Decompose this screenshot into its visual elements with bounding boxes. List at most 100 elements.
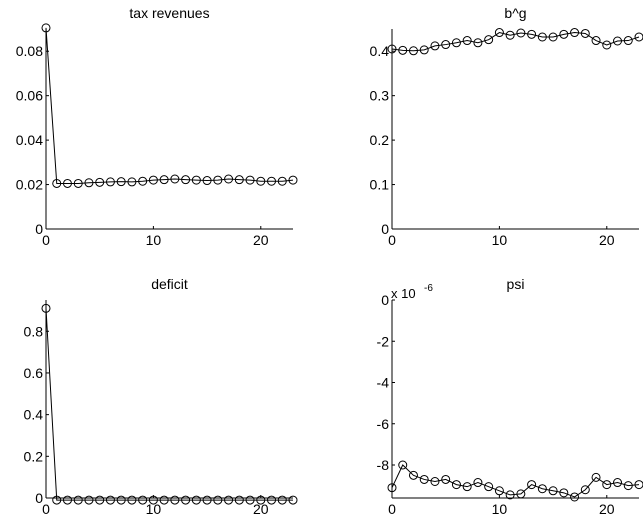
data-point [95,177,105,187]
data-point [451,480,461,490]
x-tick-label: 10 [492,232,508,248]
y-tick-label: 0.4 [24,407,44,423]
data-point [494,486,504,496]
data-point [116,177,126,187]
data-point [127,177,137,187]
data-point [516,489,526,499]
data-point [181,495,191,505]
data-point [408,470,418,480]
y-tick-label: 0.2 [24,448,44,464]
data-point [451,38,461,48]
data-point [105,177,115,187]
data-point [505,490,515,500]
data-point [73,178,83,188]
data-point [430,477,440,486]
x-tick-label: 20 [253,232,269,248]
data-point [245,175,255,185]
data-point [580,485,590,495]
data-point [548,486,558,496]
y-tick-label: -4 [377,375,390,391]
x-tick-label: 20 [599,501,615,517]
data-point [570,492,580,502]
x-tick-label: 0 [388,501,396,517]
data-point [159,495,169,505]
data-point [288,495,298,505]
x-tick-label: 20 [599,232,615,248]
data-point [202,176,212,186]
series-line [391,32,640,52]
data-point [277,176,287,186]
data-point [41,303,51,313]
data-point [537,32,547,42]
data-point [484,482,494,492]
data-point [430,41,440,51]
data-point [256,176,266,186]
data-point [41,23,51,33]
psi-panel: psi 0 10 20 0 -2 -4 -6 -8 x 10 -6 [377,276,643,517]
data-point [191,495,201,505]
data-point [234,495,244,505]
y-tick-label: 0.6 [24,365,44,381]
data-point [462,482,472,492]
data-point [138,495,148,505]
data-point [116,495,126,505]
chart-title: b^g [504,5,526,21]
data-point [419,474,429,484]
data-point [602,480,612,490]
data-point [634,480,643,490]
data-point [288,175,298,185]
data-point [267,176,277,186]
y-tick-label: 0 [381,221,389,237]
data-point [537,484,547,494]
data-point [613,478,623,488]
series-line [45,27,294,184]
data-point [559,488,569,498]
y-tick-label: 0.06 [16,88,43,104]
chart-title: psi [507,276,525,292]
data-point [494,28,504,38]
data-point [267,495,277,505]
data-point [527,480,537,490]
deficit-panel: deficit 0 10 20 0 0.2 0.4 0.6 0.8 [24,276,298,517]
data-point [245,495,255,505]
data-point [191,175,201,185]
scale-factor-label: x 10 [391,286,416,301]
y-tick-label: 0.2 [370,132,390,148]
data-point [602,40,612,50]
series-line [391,464,640,498]
x-tick-label: 10 [146,501,162,517]
data-point [484,35,494,45]
y-tick-label: -8 [377,457,390,473]
data-point [505,30,515,40]
x-tick-label: 0 [42,501,50,517]
data-point [234,175,244,185]
series-line [45,308,293,501]
data-point [591,36,601,46]
data-point [462,36,472,46]
x-tick-label: 0 [388,232,396,248]
data-point [105,495,115,505]
data-point [159,175,169,185]
data-point [548,32,558,42]
data-point [148,175,158,185]
x-tick-label: 10 [146,232,162,248]
data-point [591,472,601,482]
bg-panel: b^g 0 10 20 0 0.1 0.2 0.3 0.4 [370,5,643,248]
y-tick-label: -2 [377,333,390,349]
data-point [441,40,451,50]
chart-title: deficit [151,276,188,292]
data-point [634,32,643,42]
data-point [256,495,266,505]
chart-title: tax revenues [129,5,209,21]
data-point [527,29,537,39]
x-tick-label: 0 [42,232,50,248]
y-tick-label: 0 [35,490,43,506]
y-tick-label: 0.3 [370,88,390,104]
data-point [202,495,212,505]
data-point [138,176,148,186]
data-point [441,474,451,484]
y-tick-label: 0.08 [16,43,43,59]
y-tick-label: 0 [381,292,389,308]
data-point [398,45,408,55]
data-point [224,495,234,505]
